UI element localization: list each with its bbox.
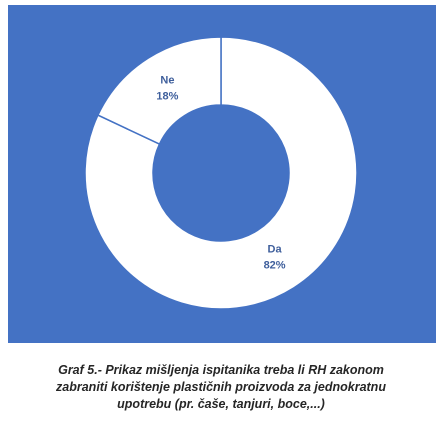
caption: Graf 5.- Prikaz mišljenja ispitanika tre… (56, 363, 386, 411)
chart: Da 82% Ne 18% (8, 5, 436, 343)
value-label: 82% (264, 259, 286, 271)
donut-segment (96, 36, 222, 146)
segment-label: Ne (160, 74, 174, 86)
value-label: 18% (156, 90, 178, 102)
segment-label: Da (268, 243, 283, 255)
donut-segment (84, 36, 358, 310)
